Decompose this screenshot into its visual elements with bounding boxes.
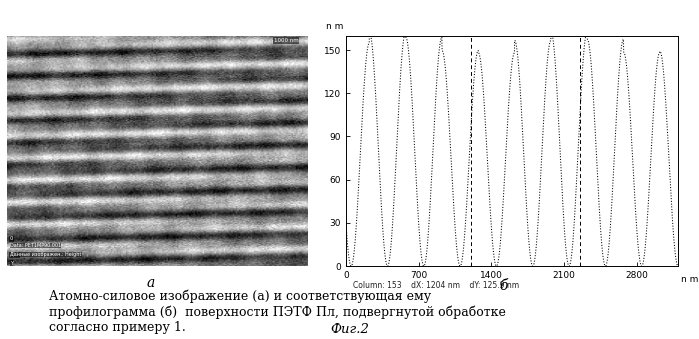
Text: 1000 nm: 1000 nm bbox=[274, 38, 298, 43]
Text: Y: Y bbox=[10, 261, 13, 265]
Text: б: б bbox=[499, 279, 507, 294]
Text: Фиг.2: Фиг.2 bbox=[330, 323, 369, 336]
Text: Data: PET1MP90.001: Data: PET1MP90.001 bbox=[10, 243, 61, 248]
Text: n m: n m bbox=[326, 22, 343, 31]
Text: Данные изображен.: Height: Данные изображен.: Height bbox=[10, 252, 81, 257]
Text: а: а bbox=[146, 276, 154, 290]
Text: Column: 153    dX: 1204 nm    dY: 125.9 nm: Column: 153 dX: 1204 nm dY: 125.9 nm bbox=[353, 281, 519, 291]
Text: 0: 0 bbox=[10, 236, 13, 241]
Text: n m: n m bbox=[682, 275, 699, 284]
Text: 433: 433 bbox=[10, 252, 20, 257]
Text: Атомно-силовое изображение (а) и соответствующая ему
профилограмма (б)  поверхно: Атомно-силовое изображение (а) и соответ… bbox=[49, 290, 506, 334]
